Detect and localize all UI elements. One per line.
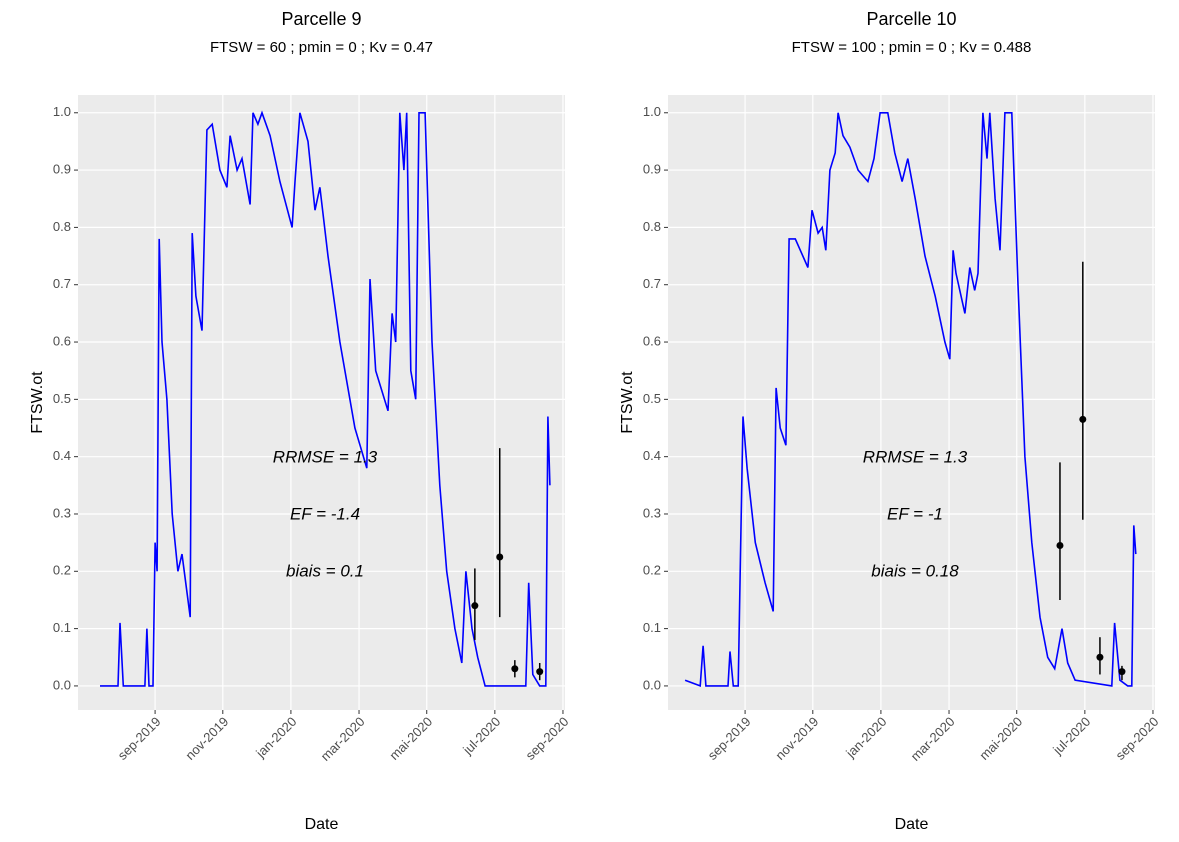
x-tick-label: nov-2019 [182, 714, 231, 763]
y-tick-label: 0.7 [643, 276, 661, 291]
observed-point [1056, 542, 1064, 550]
chart-title: Parcelle 10 [866, 9, 956, 29]
x-tick-label: mai-2020 [386, 714, 435, 763]
y-tick-label: 0.5 [643, 391, 661, 406]
x-tick-label: sep-2020 [523, 714, 572, 763]
annotation: EF = -1 [887, 504, 943, 523]
annotation: RRMSE = 1.3 [273, 447, 378, 466]
x-tick-label: sep-2020 [1113, 714, 1162, 763]
y-tick-label: 0.0 [53, 677, 71, 692]
observed-point [1079, 415, 1087, 423]
y-tick-label: 0.4 [53, 448, 71, 463]
x-tick-label: mar-2020 [318, 714, 368, 764]
x-tick-label: jul-2020 [1049, 714, 1093, 758]
y-tick-label: 0.8 [643, 219, 661, 234]
x-tick-label: sep-2019 [115, 714, 164, 763]
y-tick-label: 0.9 [53, 162, 71, 177]
observed-point [1096, 653, 1104, 661]
y-tick-label: 0.3 [53, 505, 71, 520]
y-tick-label: 0.1 [643, 620, 661, 635]
y-tick-label: 0.9 [643, 162, 661, 177]
y-tick-label: 0.7 [53, 276, 71, 291]
y-tick-label: 0.2 [643, 563, 661, 578]
x-axis-label: Date [305, 816, 339, 833]
y-tick-label: 1.0 [643, 104, 661, 119]
observed-point [1118, 668, 1126, 676]
y-tick-label: 0.1 [53, 620, 71, 635]
y-tick-label: 1.0 [53, 104, 71, 119]
series-line [684, 112, 1137, 688]
chart-subtitle: FTSW = 100 ; pmin = 0 ; Kv = 0.488 [792, 39, 1032, 56]
y-tick-label: 0.3 [643, 505, 661, 520]
observed-point [471, 602, 479, 610]
y-axis-label: FTSW.ot [619, 371, 636, 434]
x-tick-label: sep-2019 [705, 714, 754, 763]
x-tick-label: nov-2019 [772, 714, 821, 763]
plot-background [78, 95, 565, 710]
annotation: RRMSE = 1.3 [863, 447, 968, 466]
annotation: biais = 0.1 [286, 561, 364, 580]
y-tick-label: 0.8 [53, 219, 71, 234]
y-tick-label: 0.6 [643, 333, 661, 348]
y-tick-label: 0.0 [643, 677, 661, 692]
series-line [100, 110, 551, 687]
x-tick-label: jul-2020 [459, 714, 503, 758]
y-tick-label: 0.4 [643, 448, 661, 463]
x-tick-label: jan-2020 [842, 714, 889, 761]
annotation: biais = 0.18 [871, 561, 959, 580]
y-tick-label: 0.2 [53, 563, 71, 578]
observed-point [536, 668, 544, 676]
y-tick-label: 0.6 [53, 333, 71, 348]
chart-subtitle: FTSW = 60 ; pmin = 0 ; Kv = 0.47 [210, 39, 433, 56]
x-tick-label: mar-2020 [908, 714, 958, 764]
observed-point [511, 665, 519, 673]
plot-background [668, 95, 1155, 710]
y-tick-label: 0.5 [53, 391, 71, 406]
x-axis-label: Date [895, 816, 929, 833]
x-tick-label: mai-2020 [976, 714, 1025, 763]
observed-point [496, 553, 504, 561]
annotation: EF = -1.4 [290, 504, 360, 523]
chart-title: Parcelle 9 [281, 9, 361, 29]
y-axis-label: FTSW.ot [29, 371, 46, 434]
x-tick-label: jan-2020 [252, 714, 299, 761]
